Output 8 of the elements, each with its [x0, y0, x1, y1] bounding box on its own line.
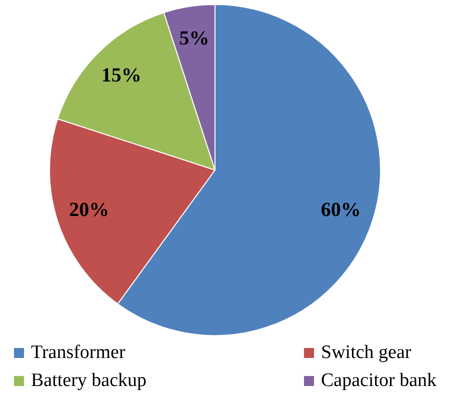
legend-label: Switch gear [321, 342, 412, 364]
legend-label: Transformer [31, 342, 126, 364]
legend-label: Capacitor bank [321, 370, 437, 392]
data-label: 5% [179, 27, 210, 50]
data-label: 15% [101, 64, 142, 87]
data-label: 20% [69, 199, 110, 222]
data-label: 60% [320, 199, 361, 222]
legend-label: Battery backup [31, 370, 147, 392]
